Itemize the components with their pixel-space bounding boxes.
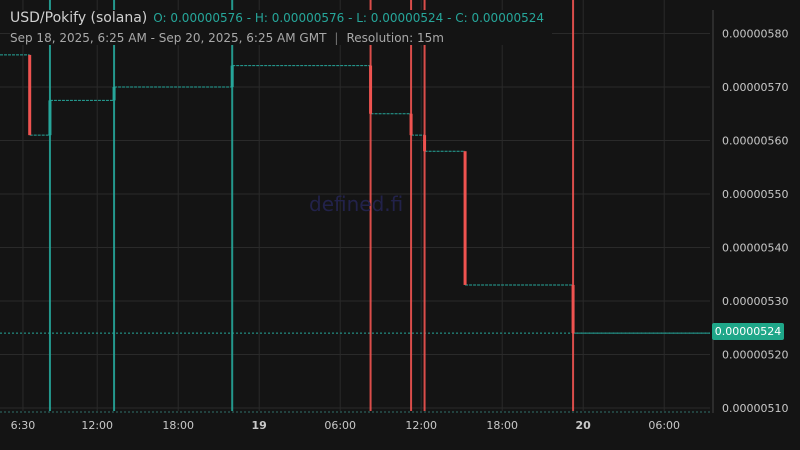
chart-header: USD/Pokify (solana) O: 0.00000576 - H: 0… [10,10,553,45]
volume-bar [48,0,51,411]
time-tick-label: 19 [252,419,267,432]
candle [571,284,575,334]
price-line [0,54,713,334]
volume-bar [369,0,372,411]
price-tick-label: 0.00000560 [722,135,788,148]
candle [112,87,116,101]
volume-bars [48,0,575,411]
price-tick-label: 0.00000530 [722,295,788,308]
price-tick-label: 0.00000550 [722,188,788,201]
price-tick-label: 0.00000570 [722,81,788,94]
watermark-logo: defined.fi [309,192,404,216]
time-tick-label: 06:00 [648,419,680,432]
time-tick-label: 12:00 [405,419,437,432]
candles [28,54,575,334]
time-tick-label: 06:00 [324,419,356,432]
volume-bar [572,0,575,411]
last-price-tag: 0.00000524 [712,323,784,340]
candle [423,135,427,152]
candle [409,113,413,136]
price-tick-label: 0.00000580 [722,28,788,41]
candle [230,65,234,87]
title-line: USD/Pokify (solana) O: 0.00000576 - H: 0… [10,10,544,26]
range-line: Sep 18, 2025, 6:25 AM - Sep 20, 2025, 6:… [10,31,544,45]
ohlc-values: O: 0.00000576 - H: 0.00000576 - L: 0.000… [153,11,545,25]
candle [28,54,32,136]
date-range: Sep 18, 2025, 6:25 AM - Sep 20, 2025, 6:… [10,31,327,45]
time-tick-label: 6:30 [11,419,36,432]
volume-bar [410,0,413,411]
axes: 0.00000580 0.00000570 0.00000560 0.00000550… [0,10,788,432]
time-tick-label: 12:00 [81,419,113,432]
time-tick-label: 18:00 [162,419,194,432]
separator: | [334,31,339,45]
time-tick-label: 20 [576,419,592,432]
candle [369,65,373,114]
time-tick-label: 18:00 [486,419,518,432]
volume-bar [113,0,116,411]
price-tick-label: 0.00000540 [722,242,788,255]
price-tick-label: 0.00000510 [722,402,788,415]
grid-lines [0,0,710,411]
candle [48,100,52,136]
price-tick-label: 0.00000520 [722,349,788,362]
candle [463,151,467,285]
volume-bar [423,0,426,411]
volume-bar [231,0,234,411]
pair-title: USD/Pokify (solana) [10,10,148,26]
resolution-label: Resolution: 15m [346,31,444,45]
